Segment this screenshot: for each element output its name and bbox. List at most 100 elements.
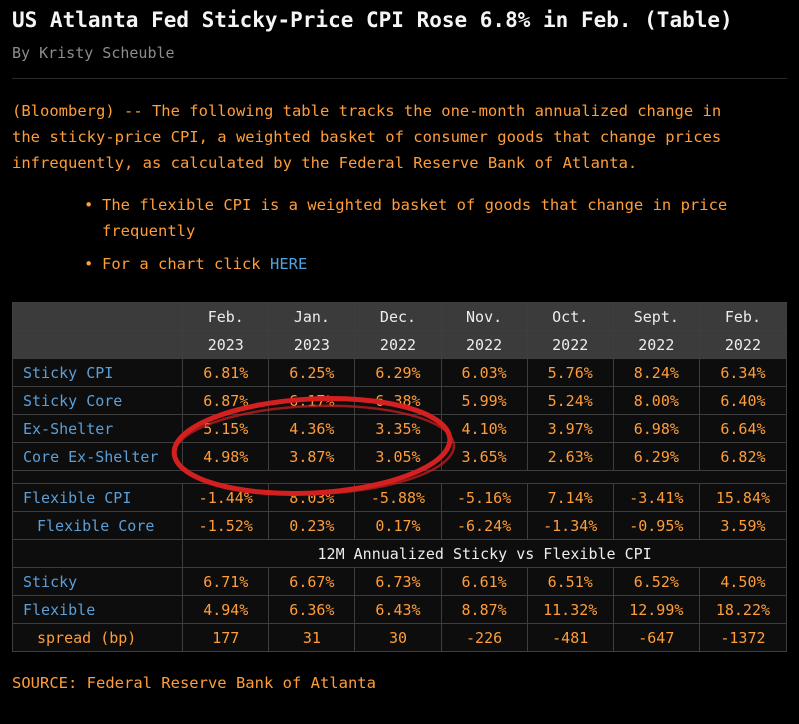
table-row-flexible-12m: Flexible 4.94% 6.36% 6.43% 8.87% 11.32% … <box>11 595 788 624</box>
column-header-month: Oct. <box>526 302 614 331</box>
column-header-year: 2023 <box>182 330 270 359</box>
header-corner <box>11 302 184 331</box>
section-header-corner <box>11 539 184 568</box>
section-header-row: 12M Annualized Sticky vs Flexible CPI <box>11 539 787 568</box>
column-header-year: 2022 <box>354 330 442 359</box>
bullet-item: For a chart click HERE <box>84 251 729 277</box>
source-line: SOURCE: Federal Reserve Bank of Atlanta <box>12 674 376 692</box>
header-row-month: Feb. Jan. Dec. Nov. Oct. Sept. Feb. <box>11 302 788 331</box>
row-label: Core Ex-Shelter <box>11 442 184 471</box>
cell: 5.99% <box>440 386 528 415</box>
row-label: Ex-Shelter <box>11 414 184 443</box>
cell: 6.52% <box>612 567 700 596</box>
cell: 15.84% <box>698 483 788 512</box>
cell: 4.98% <box>182 442 270 471</box>
news-article-page: US Atlanta Fed Sticky-Price CPI Rose 6.8… <box>0 0 799 700</box>
cell: 6.71% <box>182 567 270 596</box>
cell: 3.87% <box>268 442 356 471</box>
header-row-year: 2023 2023 2022 2022 2022 2022 2022 <box>11 330 788 359</box>
column-header-year: 2022 <box>440 330 528 359</box>
cell: 177 <box>182 623 270 652</box>
bullet-item: The flexible CPI is a weighted basket of… <box>84 192 729 244</box>
cell: -5.16% <box>440 483 528 512</box>
cell: -1372 <box>698 623 788 652</box>
chart-link[interactable]: HERE <box>269 255 308 273</box>
cell: 2.63% <box>526 442 614 471</box>
cell: 6.51% <box>526 567 614 596</box>
cell: 6.29% <box>354 358 442 387</box>
header-corner <box>11 330 184 359</box>
cell: -226 <box>440 623 528 652</box>
column-header-month: Jan. <box>268 302 356 331</box>
cell: 6.61% <box>440 567 528 596</box>
row-label: Sticky CPI <box>11 358 184 387</box>
cell: 6.64% <box>698 414 788 443</box>
cell: 3.59% <box>698 511 788 540</box>
row-label: spread (bp) <box>11 623 184 652</box>
section-header: 12M Annualized Sticky vs Flexible CPI <box>182 539 787 568</box>
cell: -1.44% <box>182 483 270 512</box>
cell: 4.36% <box>268 414 356 443</box>
cell: 31 <box>268 623 356 652</box>
cell: 6.43% <box>354 595 442 624</box>
row-label: Sticky <box>11 567 184 596</box>
cell: 3.35% <box>354 414 442 443</box>
cell: 4.10% <box>440 414 528 443</box>
cell: 6.87% <box>182 386 270 415</box>
cell: 6.29% <box>612 442 700 471</box>
cell: 3.97% <box>526 414 614 443</box>
bullet-text: For a chart click <box>102 255 270 273</box>
cell: -1.52% <box>182 511 270 540</box>
cell: 6.73% <box>354 567 442 596</box>
cell: 6.82% <box>698 442 788 471</box>
article-lead-paragraph: (Bloomberg) -- The following table track… <box>12 102 722 172</box>
cell: 8.24% <box>612 358 700 387</box>
cell: -3.41% <box>612 483 700 512</box>
article-title: US Atlanta Fed Sticky-Price CPI Rose 6.8… <box>12 8 733 32</box>
table-row-spread: spread (bp) 177 31 30 -226 -481 -647 -13… <box>11 623 788 652</box>
cell: 6.34% <box>698 358 788 387</box>
cell: 6.40% <box>698 386 788 415</box>
bullet-text: The flexible CPI is a weighted basket of… <box>102 196 728 240</box>
column-header-month: Feb. <box>698 302 788 331</box>
table-row-core-ex-shelter: Core Ex-Shelter 4.98% 3.87% 3.05% 3.65% … <box>11 442 788 471</box>
cell: 12.99% <box>612 595 700 624</box>
cell: 6.17% <box>268 386 356 415</box>
cell: 0.23% <box>268 511 356 540</box>
column-header-year: 2023 <box>268 330 356 359</box>
cell: 6.81% <box>182 358 270 387</box>
column-header-month: Feb. <box>182 302 270 331</box>
cell: 5.24% <box>526 386 614 415</box>
column-header-year: 2022 <box>612 330 700 359</box>
cell: 6.36% <box>268 595 356 624</box>
cell: 11.32% <box>526 595 614 624</box>
cell: -5.88% <box>354 483 442 512</box>
cell: 7.14% <box>526 483 614 512</box>
column-header-month: Nov. <box>440 302 528 331</box>
cell: 8.00% <box>612 386 700 415</box>
cell: -481 <box>526 623 614 652</box>
cell: -0.95% <box>612 511 700 540</box>
cell: -1.34% <box>526 511 614 540</box>
cpi-table: Feb. Jan. Dec. Nov. Oct. Sept. Feb. 2023… <box>11 302 788 652</box>
cell: 5.76% <box>526 358 614 387</box>
table-row-sticky-core: Sticky Core 6.87% 6.17% 6.38% 5.99% 5.24… <box>11 386 788 415</box>
spacer-cell <box>12 470 787 484</box>
column-header-month: Sept. <box>612 302 700 331</box>
cell: 30 <box>354 623 442 652</box>
spacer-row <box>12 470 787 484</box>
cell: 6.98% <box>612 414 700 443</box>
cell: -6.24% <box>440 511 528 540</box>
row-label: Flexible Core <box>11 511 184 540</box>
cell: 3.65% <box>440 442 528 471</box>
cell: 18.22% <box>698 595 788 624</box>
cell: 4.50% <box>698 567 788 596</box>
cell: 4.94% <box>182 595 270 624</box>
cell: 6.38% <box>354 386 442 415</box>
cell: 0.17% <box>354 511 442 540</box>
column-header-year: 2022 <box>526 330 614 359</box>
cell: 3.05% <box>354 442 442 471</box>
column-header-month: Dec. <box>354 302 442 331</box>
table-row-flexible-core: Flexible Core -1.52% 0.23% 0.17% -6.24% … <box>11 511 788 540</box>
cell: 8.87% <box>440 595 528 624</box>
